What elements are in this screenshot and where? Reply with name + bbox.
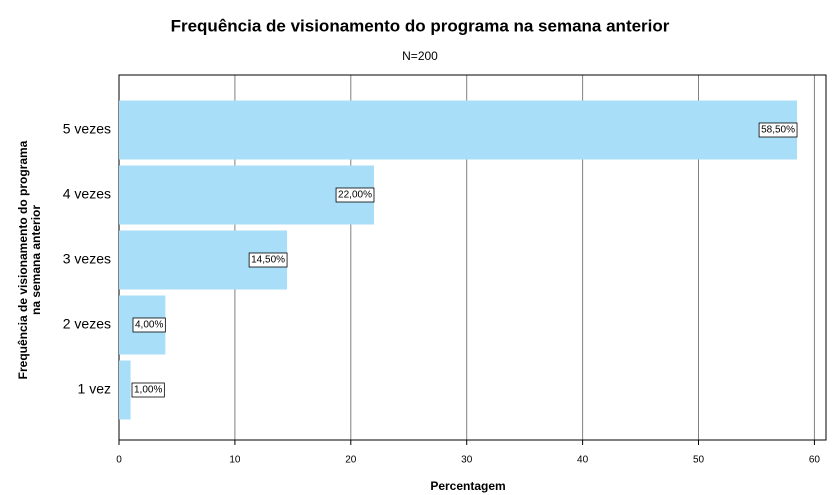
- y-tick-label: 3 vezes: [63, 251, 111, 267]
- value-label-box: [248, 252, 288, 268]
- y-axis-label-line: na semana anterior: [29, 205, 43, 315]
- value-label: 22,00%: [338, 190, 372, 201]
- x-tick-label: 50: [693, 455, 705, 466]
- x-tick-label: 30: [461, 455, 473, 466]
- bar: [119, 100, 798, 160]
- y-tick-label: 5 vezes: [63, 121, 111, 137]
- chart-title: Frequência de visionamento do programa n…: [171, 16, 670, 35]
- x-tick-label: 40: [577, 455, 589, 466]
- bar: [119, 165, 374, 225]
- chart-subtitle: N=200: [402, 49, 438, 63]
- value-label: 1,00%: [134, 385, 162, 396]
- y-tick-label: 1 vez: [78, 381, 111, 397]
- x-tick-label: 10: [229, 455, 241, 466]
- y-tick-label: 2 vezes: [63, 316, 111, 332]
- y-tick-label: 4 vezes: [63, 186, 111, 202]
- y-axis-label-line: Frequência de visionamento do programa: [16, 140, 30, 379]
- value-label-box: [335, 187, 375, 203]
- x-tick-label: 20: [345, 455, 357, 466]
- value-label-box: [131, 382, 165, 398]
- x-axis-label: Percentagem: [430, 479, 505, 493]
- bar: [119, 360, 131, 420]
- x-tick-label: 0: [116, 455, 122, 466]
- x-tick-label: 60: [809, 455, 821, 466]
- value-label: 4,00%: [135, 320, 163, 331]
- value-label: 58,50%: [761, 125, 795, 136]
- value-label: 14,50%: [251, 255, 285, 266]
- y-axis-label: Frequência de visionamento do programa n…: [16, 140, 43, 379]
- value-label-box: [132, 317, 166, 333]
- value-label-box: [758, 122, 798, 138]
